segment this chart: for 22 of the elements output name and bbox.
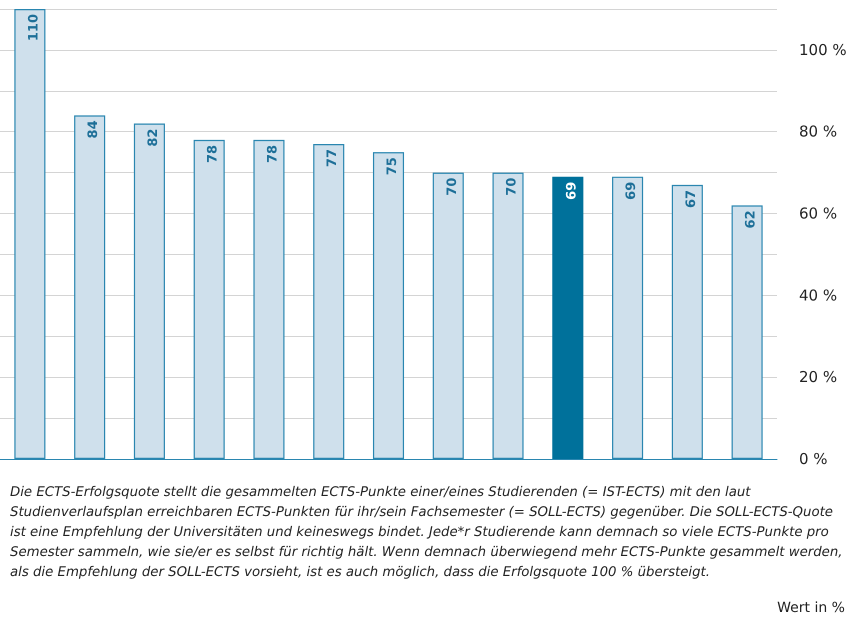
data-label: 77 (325, 149, 340, 168)
y-tick-label: 60 % (799, 204, 838, 223)
y-tick-label: 80 % (799, 122, 838, 141)
text: Wert in % (777, 600, 845, 616)
data-label: 69 (564, 182, 580, 200)
data-label: 82 (146, 128, 161, 147)
data-label: 78 (265, 144, 280, 164)
data-label: 62 (744, 210, 759, 228)
data-label: 110 (26, 14, 42, 42)
data-label: 84 (86, 120, 102, 138)
data-label: 69 (624, 182, 640, 200)
data-label: 67 (684, 190, 699, 208)
bar (552, 176, 584, 459)
y-tick-label: 100 % (799, 40, 847, 59)
data-label: 70 (504, 178, 520, 196)
data-label: 75 (385, 157, 400, 176)
data-label: 78 (206, 144, 221, 164)
y-tick-label: 20 % (799, 368, 838, 386)
y-tick-label: 0 % (799, 450, 828, 468)
data-label: 70 (444, 178, 460, 196)
text: Die ECTS-Erfolgsquote stellt die gesammelten ECTS-Punkte einer/eines Studierenden (= IST-ECTS) mit den laut Studienverlaufsplan erreichbaren ECTS-Punkten für ihr/sein Fachsemester (= SOLL-ECTS) gegenüber. Die SOLL-ECTS-Quote ist eine Empfehlung der Universitäten und keineswegs bindet. Jede*r Studierende kann demnach so viele ECTS-Punkte pro Semester sammeln, wie sie/er es selbst für richtig hält. Wenn demnach überwiegend mehr ECTS-Punkte gesammelt werden, als die Empfehlung der SOLL-ECTS vorsieht, ist es auch möglich, dass die Erfolgsquote 100 % übersteigt. (10, 484, 844, 582)
y-tick-label: 40 % (799, 286, 838, 304)
